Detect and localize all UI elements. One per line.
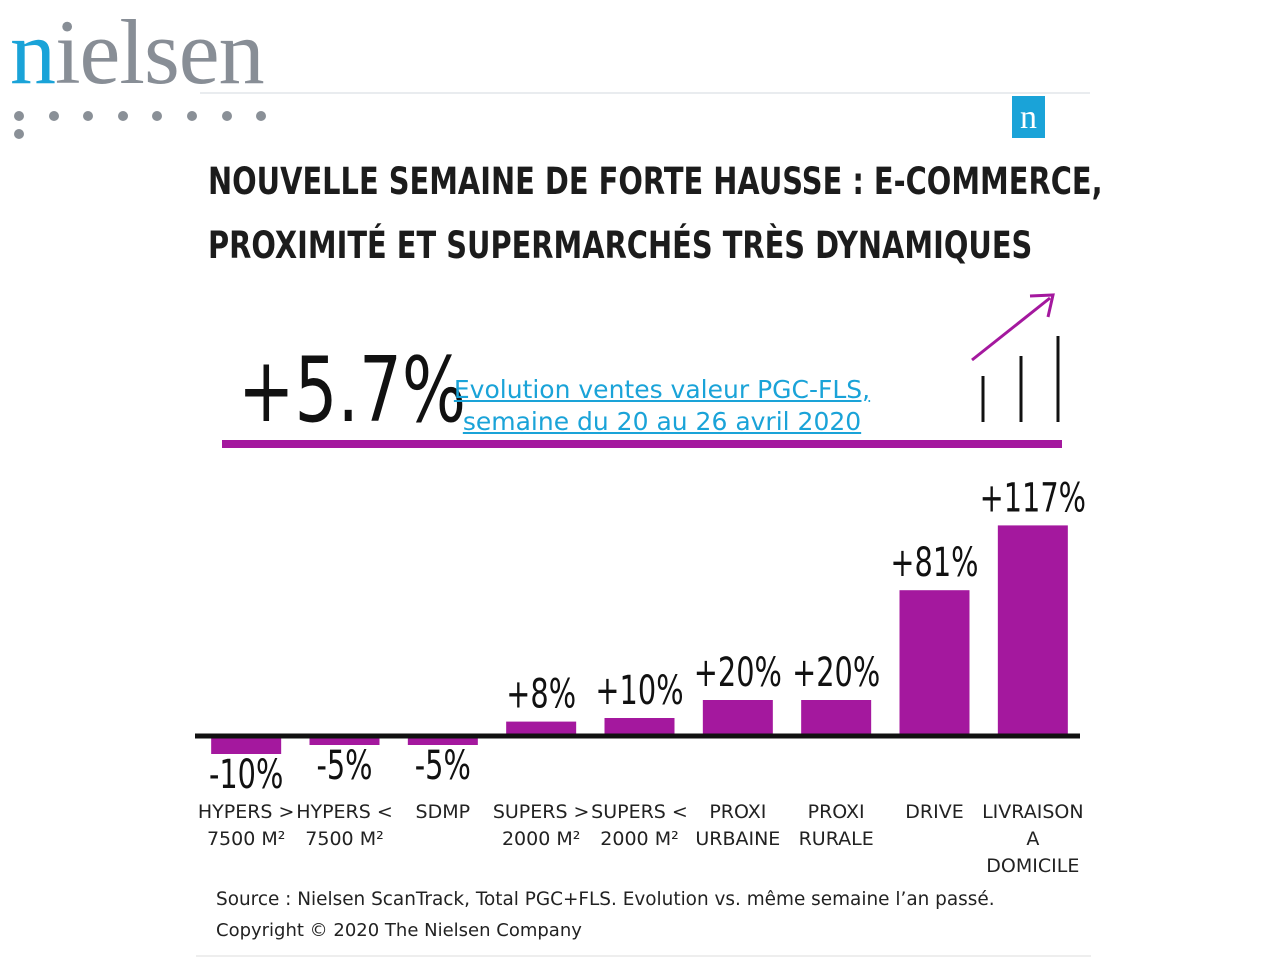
growth-arrow-icon: [971, 293, 1060, 422]
category-label: PROXI: [709, 801, 766, 823]
bottom-divider: [196, 955, 1091, 957]
category-label: URBAINE: [695, 828, 780, 850]
headline-underline: [222, 440, 1062, 448]
value-label: +81%: [890, 541, 978, 587]
value-label: -10%: [209, 752, 283, 798]
bar: [899, 590, 970, 736]
category-label: A: [1026, 828, 1039, 850]
category-label: 2000 M²: [600, 828, 678, 850]
bar: [997, 525, 1068, 736]
bar: [801, 700, 872, 736]
category-label: 7500 M²: [305, 828, 383, 850]
nielsen-logo: nielsen: [10, 1, 265, 103]
logo-first-letter: n: [10, 1, 56, 103]
value-label: +117%: [980, 476, 1086, 522]
category-label: HYPERS >: [198, 801, 295, 823]
logo-rest-letters: ielsen: [55, 1, 265, 103]
headline-label-line-1: Evolution ventes valeur PGC-FLS,: [453, 375, 871, 404]
category-label: 7500 M²: [207, 828, 285, 850]
category-label: SUPERS <: [591, 801, 688, 823]
value-label: +20%: [792, 650, 880, 696]
category-label: PROXI: [808, 801, 865, 823]
footer-source: Source : Nielsen ScanTrack, Total PGC+FL…: [216, 888, 995, 910]
footer-copyright: Copyright © 2020 The Nielsen Company: [216, 920, 582, 941]
category-label: DOMICILE: [986, 855, 1079, 877]
category-label: SUPERS >: [493, 801, 590, 823]
bar: [506, 721, 577, 736]
value-label: +10%: [595, 668, 683, 714]
headline-label: Evolution ventes valeur PGC-FLS, semaine…: [452, 374, 872, 438]
category-label: SDMP: [416, 801, 471, 823]
category-label: DRIVE: [905, 801, 963, 823]
value-label: +20%: [694, 650, 782, 696]
logo-dots: [14, 108, 324, 139]
category-label: 2000 M²: [502, 828, 580, 850]
value-label: +8%: [506, 672, 576, 718]
bar: [211, 736, 282, 754]
category-label: RURALE: [799, 828, 874, 850]
bar: [309, 736, 380, 745]
nielsen-badge-icon: n: [1012, 96, 1045, 138]
category-label: HYPERS <: [296, 801, 393, 823]
bar: [604, 718, 675, 736]
value-label: -5%: [316, 743, 372, 789]
headline-value: +5.7%: [238, 338, 467, 443]
value-label: -5%: [415, 743, 471, 789]
category-label: LIVRAISON: [982, 801, 1083, 823]
bar: [407, 736, 478, 745]
bar: [702, 700, 773, 736]
top-divider: [200, 92, 1090, 94]
headline-label-line-2: semaine du 20 au 26 avril 2020: [462, 407, 862, 436]
